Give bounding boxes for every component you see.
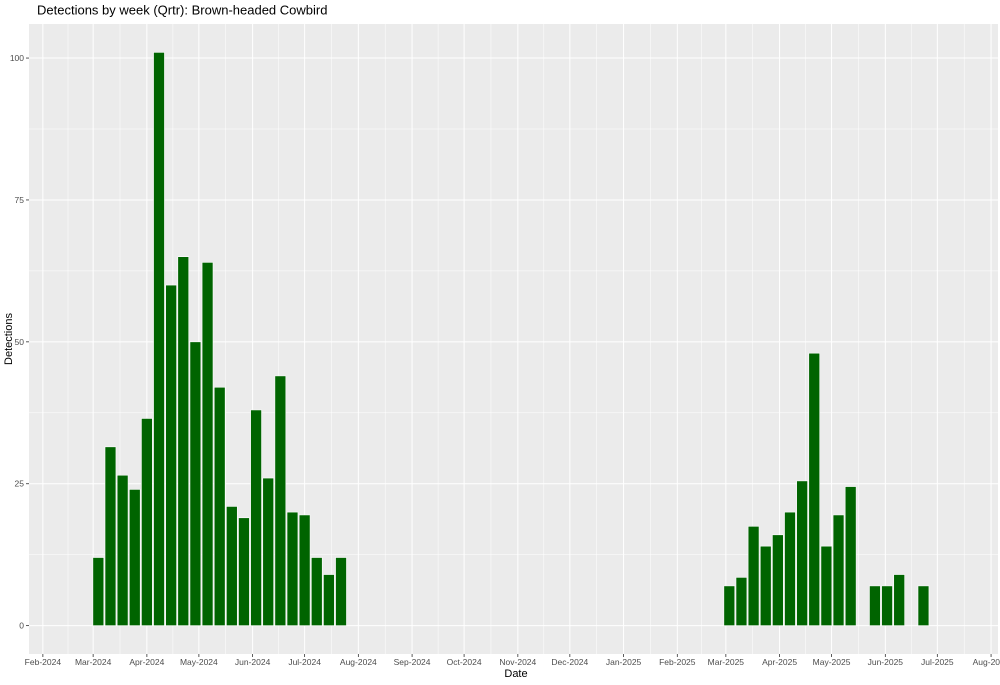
bar (735, 577, 748, 626)
x-tick-label: Feb-2025 (659, 657, 696, 667)
chart-title: Detections by week (Qrtr): Brown-headed … (37, 3, 327, 18)
bar (832, 514, 845, 626)
x-tick-label: May-2024 (180, 657, 218, 667)
x-tick-label: Jul-2024 (288, 657, 321, 667)
y-tick-label: 50 (15, 337, 25, 347)
bar (869, 585, 881, 626)
bar (104, 446, 117, 626)
x-tick-label: Jun-2024 (235, 657, 271, 667)
bar (820, 545, 833, 626)
bar (92, 557, 105, 626)
bar (335, 557, 347, 626)
y-tick-label: 100 (10, 53, 24, 63)
bar (201, 262, 214, 626)
x-axis-title: Date (504, 668, 527, 680)
x-tick-label: Apr-2024 (129, 657, 164, 667)
bar (286, 511, 299, 626)
x-tick-label: Oct-2024 (447, 657, 482, 667)
y-tick-label: 0 (19, 621, 24, 631)
y-tick-label: 75 (15, 195, 25, 205)
bar (844, 486, 857, 626)
bars (92, 52, 930, 626)
axes: 0 25 50 75 100 Feb-2024 Mar-2024 Apr-2024 May-20… (10, 53, 1000, 667)
y-tick-label: 25 (15, 479, 25, 489)
bar (250, 409, 262, 626)
bar (310, 557, 323, 626)
bar (213, 386, 226, 626)
bar (177, 256, 190, 626)
bar (772, 534, 784, 626)
bar (893, 574, 905, 626)
x-tick-label: Feb-2024 (25, 657, 62, 667)
bar (808, 352, 821, 626)
x-tick-label: Aug-2025 (973, 657, 1000, 667)
bar (274, 375, 287, 626)
bar (723, 585, 736, 626)
bar (747, 525, 760, 626)
bar (323, 574, 335, 626)
bar (165, 284, 177, 626)
bar (141, 418, 153, 626)
bar (238, 517, 250, 626)
x-tick-label: Jul-2025 (921, 657, 954, 667)
bar (262, 477, 274, 626)
bar (153, 52, 165, 626)
x-tick-label: Nov-2024 (499, 657, 536, 667)
bar (116, 474, 129, 626)
bar (784, 511, 796, 626)
bar (128, 489, 141, 626)
x-tick-label: Apr-2025 (762, 657, 797, 667)
bar (189, 341, 202, 626)
x-tick-label: Mar-2024 (75, 657, 112, 667)
x-tick-label: May-2025 (813, 657, 851, 667)
x-tick-label: Mar-2025 (708, 657, 745, 667)
x-tick-label: Jan-2025 (606, 657, 642, 667)
x-tick-label: Dec-2024 (551, 657, 588, 667)
x-tick-label: Sep-2024 (394, 657, 431, 667)
y-axis-title: Detections (3, 313, 15, 365)
bar (226, 506, 238, 626)
bar (796, 480, 808, 626)
bar (298, 514, 311, 626)
bar (881, 585, 893, 626)
bar (759, 545, 772, 626)
bar (917, 585, 930, 626)
x-tick-label: Jun-2025 (868, 657, 904, 667)
x-tick-label: Aug-2024 (340, 657, 377, 667)
